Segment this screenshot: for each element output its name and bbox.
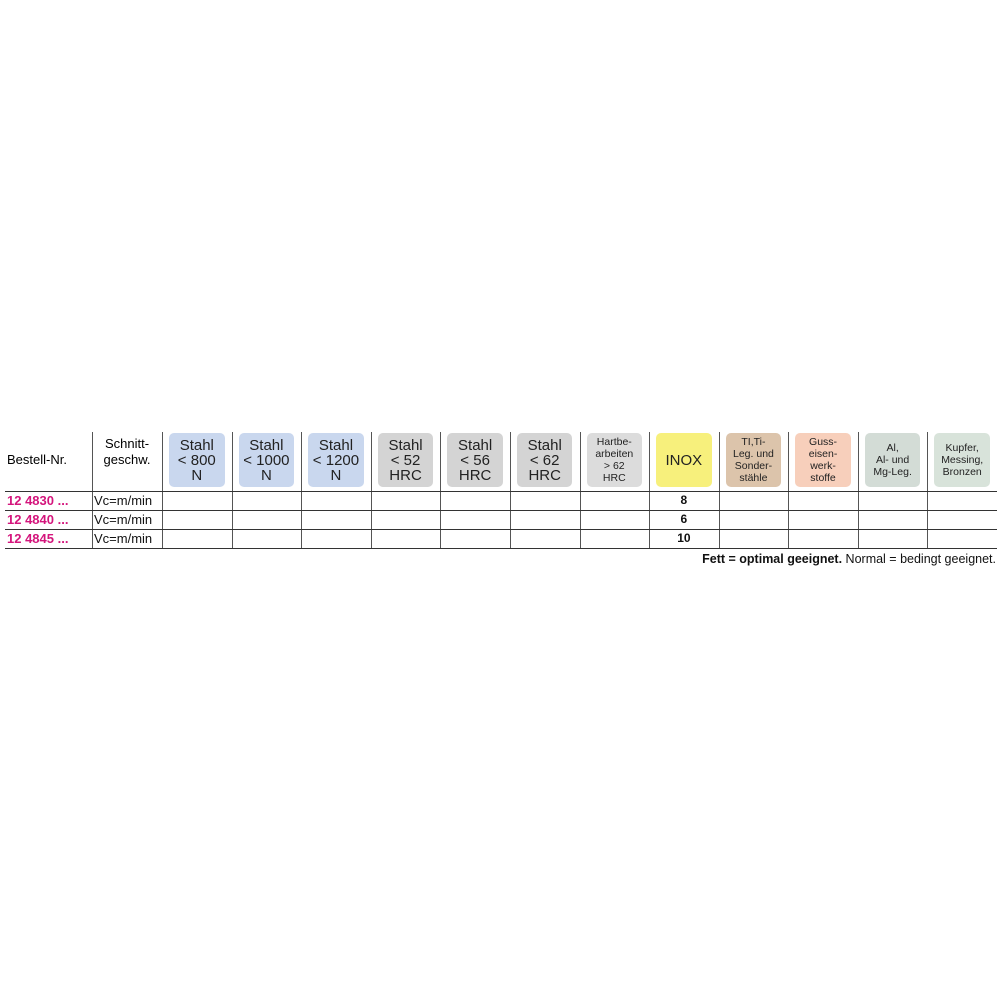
material-header-line: Stahl <box>179 436 214 454</box>
order-number: 12 4840 ... <box>7 512 69 527</box>
material-header-line: Hartbe- <box>596 436 632 448</box>
column-separator <box>371 432 372 548</box>
cutting-speed: Vc=m/min <box>94 493 153 508</box>
material-header: Stahl < 1000 N <box>238 433 295 487</box>
material-header-line: INOX <box>665 451 703 469</box>
material-header-line: Stahl <box>388 436 423 454</box>
material-header-line: werk- <box>810 460 836 472</box>
material-header-line: Al- und <box>875 454 910 466</box>
column-separator <box>440 432 441 548</box>
material-header-line: arbeiten <box>595 448 634 460</box>
material-header: Guss-eisen-werk-stoffe <box>795 433 851 487</box>
column-separator <box>510 432 511 548</box>
speed-value: 6 <box>680 512 688 526</box>
material-header-line: < 1200 <box>312 451 360 469</box>
material-header-line: Stahl <box>527 436 562 454</box>
material-header: INOX <box>656 433 712 487</box>
speed-header-line: geschw. <box>103 452 151 467</box>
column-separator <box>580 432 581 548</box>
material-header-line: Kupfer, <box>945 442 979 454</box>
material-header-line: TI,Ti- <box>741 436 766 448</box>
material-header-line: Bronzen <box>942 466 982 478</box>
column-separator <box>162 432 163 548</box>
row-separator <box>5 491 997 492</box>
column-separator <box>719 432 720 548</box>
material-header: Hartbe-arbeiten > 62 HRC <box>586 433 643 487</box>
material-header-line: Guss- <box>809 436 838 448</box>
row-separator <box>5 510 997 511</box>
material-header-line: HRC <box>602 472 626 484</box>
order-number: 12 4845 ... <box>7 531 69 546</box>
column-separator <box>301 432 302 548</box>
material-header-line: < 56 <box>460 451 490 469</box>
legend-normal: Normal = bedingt geeignet. <box>842 552 996 566</box>
order-number: 12 4830 ... <box>7 493 69 508</box>
material-header-line: < 1000 <box>243 451 290 469</box>
material-header: Stahl < 52 HRC <box>377 433 434 487</box>
material-header-line: Stahl <box>458 436 493 454</box>
cutting-speed: Vc=m/min <box>94 531 153 546</box>
material-header: TI,Ti- Leg. und Sonder-stähle <box>725 433 782 487</box>
material-header: Stahl < 62 HRC <box>516 433 573 487</box>
material-header: Stahl < 800 N <box>169 433 225 487</box>
material-header-line: HRC <box>389 466 422 484</box>
material-header-line: HRC <box>458 466 492 484</box>
column-separator <box>858 432 859 548</box>
material-header-line: HRC <box>528 466 561 484</box>
legend-bold: Fett = optimal geeignet. <box>702 552 843 566</box>
column-separator <box>788 432 789 548</box>
material-header-line: > 62 <box>603 460 625 472</box>
material-header-line: stähle <box>739 472 768 484</box>
material-header-line: Stahl <box>249 436 284 454</box>
material-header-line: Sonder- <box>734 460 773 472</box>
material-header-line: N <box>260 466 272 484</box>
material-header-line: Messing, <box>941 454 984 466</box>
material-header: Al, Al- und Mg-Leg. <box>864 433 921 487</box>
material-header: Kupfer, Messing, Bronzen <box>934 433 990 487</box>
material-header-line: < 800 <box>177 451 216 469</box>
material-header-line: eisen- <box>808 448 838 460</box>
speed-header-line: Schnitt- <box>104 436 150 451</box>
column-separator <box>92 432 93 548</box>
material-header-line: Mg-Leg. <box>873 466 912 478</box>
column-separator <box>232 432 233 548</box>
material-header-line: < 52 <box>390 451 421 469</box>
column-separator <box>927 432 928 548</box>
order-header: Bestell-Nr. <box>7 452 67 467</box>
material-header-line: Leg. und <box>733 448 774 460</box>
material-header-line: N <box>191 466 203 484</box>
speed-value: 10 <box>677 531 691 545</box>
legend-note: Fett = optimal geeignet. Normal = beding… <box>702 552 996 566</box>
material-header: Stahl < 56 HRC <box>447 433 503 487</box>
speed-value: 8 <box>680 493 688 507</box>
material-header-line: < 62 <box>529 451 560 469</box>
speed-header: Schnitt- geschw. <box>92 436 162 468</box>
row-separator <box>5 529 997 530</box>
material-header: Stahl < 1200 N <box>308 433 364 487</box>
material-header-line: N <box>330 466 342 484</box>
material-header-line: Stahl <box>318 436 354 454</box>
material-header-line: stoffe <box>810 472 836 484</box>
column-separator <box>649 432 650 548</box>
row-separator <box>5 548 997 549</box>
cutting-speed: Vc=m/min <box>94 512 153 527</box>
material-header-line: Al, <box>886 442 899 454</box>
